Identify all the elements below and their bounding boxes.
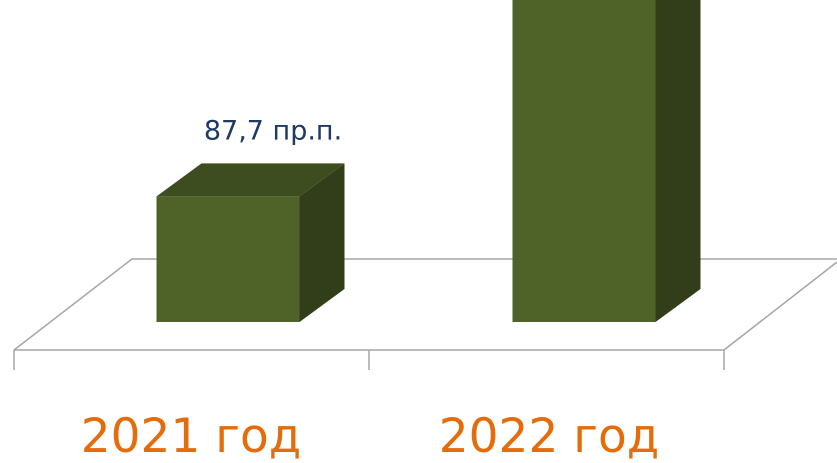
floor-front-edge (14, 261, 837, 351)
category-label: 2022 год (439, 409, 660, 463)
chart-floor (13, 258, 837, 370)
category-label: 2021 год (81, 409, 302, 463)
bar-series (156, 0, 701, 323)
bar-front-face (512, 0, 656, 323)
bar-top-face (156, 163, 345, 197)
bar-side-face (299, 163, 345, 322)
bar (512, 0, 701, 323)
category-labels: 2021 год 2022 год (81, 409, 660, 463)
bar-front-face (156, 196, 300, 322)
floor-back-edge (13, 258, 837, 351)
data-label: 87,7 пр.п. (204, 115, 342, 146)
bar (156, 163, 345, 322)
bar-side-face (655, 0, 701, 322)
data-labels: 87,7 пр.п.88,2 пр.п. (204, 115, 342, 146)
